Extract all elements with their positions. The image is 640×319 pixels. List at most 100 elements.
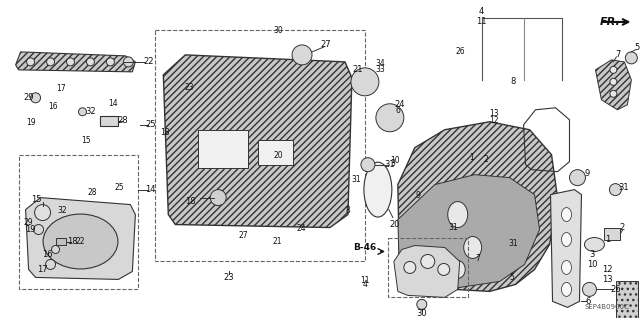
Circle shape: [27, 58, 35, 66]
Bar: [100, 116, 118, 126]
Text: 14: 14: [108, 99, 118, 108]
Text: 8: 8: [345, 206, 350, 215]
Text: 31: 31: [449, 223, 458, 232]
Text: 31: 31: [618, 183, 628, 192]
Text: 34: 34: [376, 58, 385, 68]
Polygon shape: [398, 122, 557, 291]
Ellipse shape: [450, 261, 465, 278]
Text: 10: 10: [390, 156, 399, 165]
Text: 17: 17: [56, 84, 65, 93]
Polygon shape: [398, 174, 540, 287]
Text: 5: 5: [509, 273, 514, 282]
Circle shape: [33, 225, 44, 234]
Circle shape: [438, 263, 450, 275]
Circle shape: [67, 58, 74, 66]
Bar: [388, 238, 468, 297]
Text: 12: 12: [602, 265, 612, 274]
Text: 24: 24: [296, 224, 306, 233]
Text: 27: 27: [239, 231, 248, 240]
Text: 10: 10: [587, 260, 598, 269]
Text: 25: 25: [115, 183, 124, 192]
Polygon shape: [26, 197, 136, 279]
Circle shape: [292, 45, 312, 65]
Ellipse shape: [43, 214, 118, 269]
Text: 17: 17: [37, 265, 48, 274]
Text: 29: 29: [24, 218, 33, 227]
Text: 18: 18: [67, 237, 78, 246]
Circle shape: [35, 204, 51, 220]
Circle shape: [570, 170, 586, 186]
Text: 31: 31: [385, 160, 395, 169]
Bar: [19, 155, 138, 289]
Text: 6: 6: [396, 106, 401, 115]
Text: 28: 28: [87, 188, 97, 197]
Text: 6: 6: [586, 297, 591, 306]
Text: 4: 4: [479, 7, 484, 17]
Text: 23: 23: [224, 273, 234, 282]
Text: 9: 9: [416, 191, 420, 200]
Ellipse shape: [364, 162, 392, 217]
Text: 20: 20: [390, 220, 400, 229]
Text: 29: 29: [23, 93, 34, 102]
Text: 31: 31: [509, 239, 518, 249]
Bar: [56, 238, 65, 246]
Text: 18: 18: [184, 197, 195, 206]
Text: 12: 12: [490, 116, 499, 125]
Ellipse shape: [561, 208, 572, 222]
Text: 31: 31: [351, 175, 361, 184]
Circle shape: [31, 93, 40, 103]
Text: 32: 32: [57, 206, 67, 215]
Text: 4: 4: [363, 280, 368, 289]
Text: 15: 15: [31, 195, 42, 204]
Text: 16: 16: [48, 102, 58, 111]
Text: 7: 7: [476, 254, 480, 263]
Circle shape: [106, 58, 115, 66]
Circle shape: [417, 300, 427, 309]
Ellipse shape: [561, 233, 572, 247]
Bar: [258, 140, 293, 165]
Ellipse shape: [561, 282, 572, 296]
Circle shape: [45, 259, 56, 270]
Bar: [198, 130, 248, 168]
Text: 1: 1: [470, 153, 474, 162]
Text: 11: 11: [360, 276, 370, 285]
Text: 27: 27: [321, 41, 332, 49]
Circle shape: [210, 189, 226, 205]
Text: 19: 19: [26, 118, 36, 127]
Text: 15: 15: [81, 136, 91, 145]
Text: 22: 22: [75, 237, 84, 246]
Text: 16: 16: [42, 250, 53, 259]
Circle shape: [79, 108, 86, 116]
Text: 21: 21: [273, 237, 282, 247]
Text: FR.: FR.: [600, 17, 620, 27]
Text: 26: 26: [610, 285, 621, 294]
Text: 21: 21: [353, 65, 363, 74]
Text: 8: 8: [510, 77, 515, 86]
Text: 13: 13: [490, 109, 499, 118]
Text: 23: 23: [184, 83, 194, 93]
Text: 32: 32: [85, 107, 96, 116]
Circle shape: [610, 66, 617, 73]
Text: 7: 7: [616, 50, 621, 59]
Circle shape: [610, 90, 617, 97]
Text: 3: 3: [390, 160, 396, 168]
Text: 2: 2: [484, 155, 488, 164]
Circle shape: [582, 282, 596, 296]
Text: 5: 5: [635, 43, 640, 52]
Text: 1: 1: [605, 235, 610, 244]
Text: 22: 22: [143, 57, 154, 66]
Polygon shape: [595, 60, 632, 110]
Text: 33: 33: [376, 65, 385, 74]
Text: 18: 18: [161, 128, 170, 137]
Text: 24: 24: [395, 100, 405, 109]
Polygon shape: [550, 189, 582, 308]
Text: 30: 30: [417, 309, 427, 318]
Text: 2: 2: [620, 223, 625, 232]
Circle shape: [351, 68, 379, 96]
Circle shape: [47, 58, 54, 66]
Bar: [156, 30, 365, 262]
Text: 20: 20: [273, 151, 283, 160]
Text: 19: 19: [26, 225, 36, 234]
Text: 30: 30: [273, 26, 283, 35]
Text: SEP4B0900C: SEP4B0900C: [584, 304, 629, 310]
